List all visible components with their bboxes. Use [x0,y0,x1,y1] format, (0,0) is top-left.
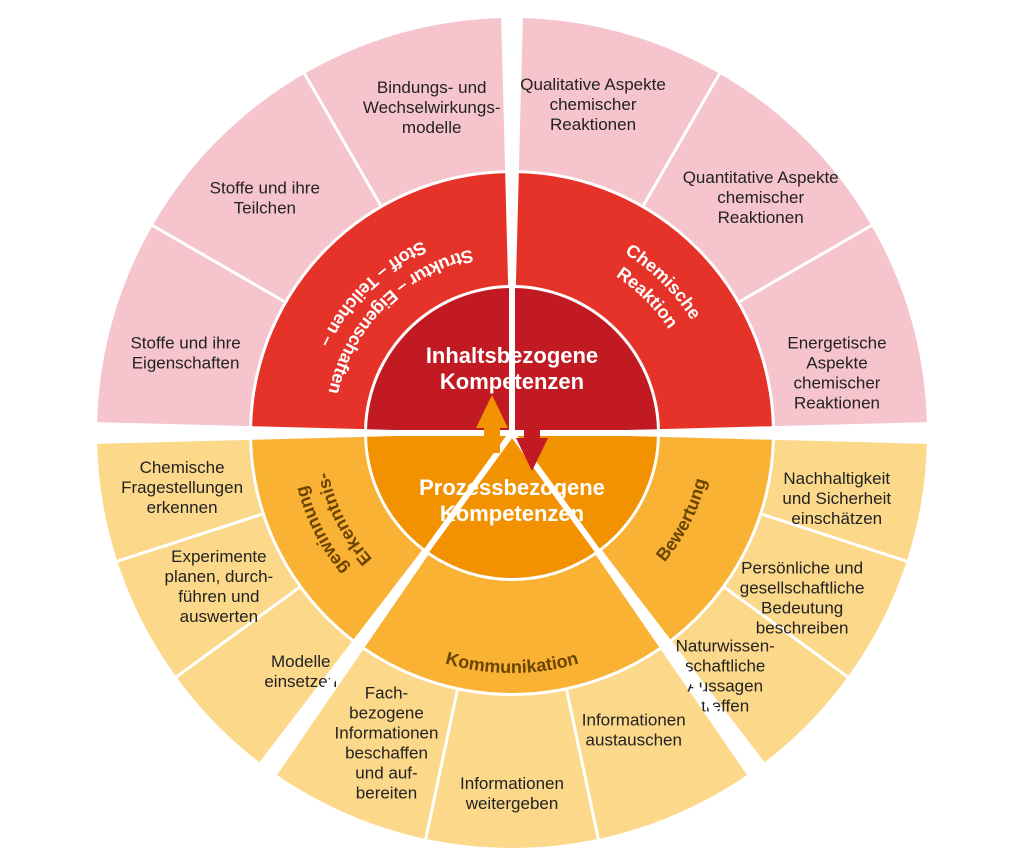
center-label-top: InhaltsbezogeneKompetenzen [426,343,598,394]
competency-wheel: Stoff – Teilchen –Struktur – Eigenschaft… [0,0,1024,867]
outer-top_right-2: EnergetischeAspektechemischerReaktionen [787,334,886,413]
outer-top_left-0: Stoffe und ihreEigenschaften [130,334,240,373]
outer-bottom_right-0: Nachhaltigkeitund Sicherheiteinschätzen [782,469,891,528]
outer-bottom_center-1: Informationenweitergeben [460,774,564,813]
center-label-bottom: ProzessbezogeneKompetenzen [419,475,605,526]
outer-bottom_center-2: Informationenaustauschen [582,710,686,749]
outer-bottom_left-1: Experimenteplanen, durch-führen undauswe… [165,547,274,626]
